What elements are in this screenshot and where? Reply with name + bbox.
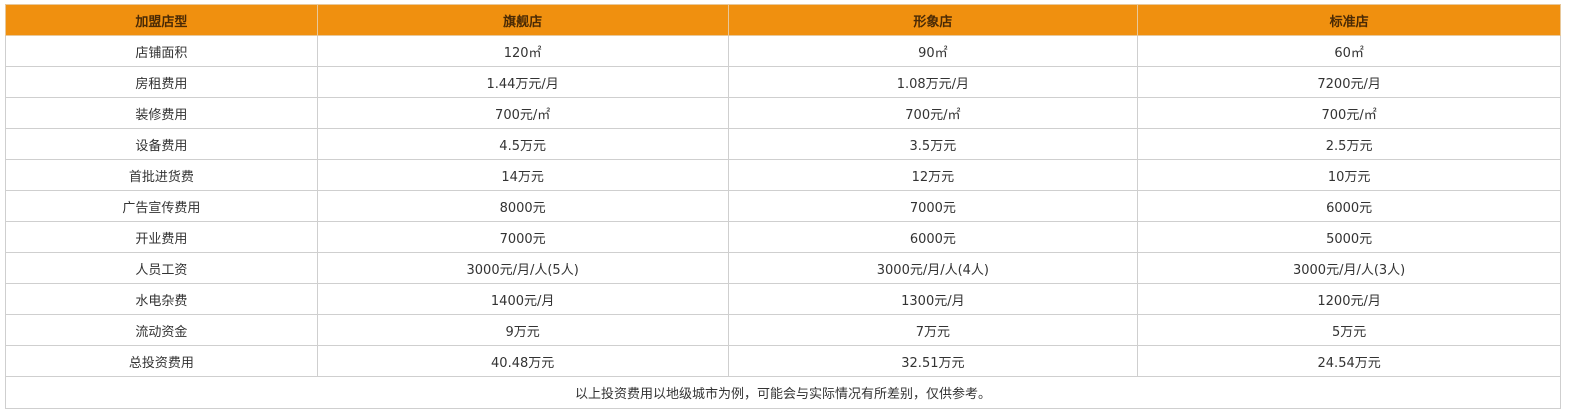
table-cell: 3.5万元 [727,128,1139,160]
table-cell: 9万元 [316,314,729,346]
table-cell: 40.48万元 [316,345,729,377]
table-cell: 14万元 [316,159,729,191]
row-label: 人员工资 [5,252,318,284]
table-cell: 60㎡ [1137,35,1561,67]
table-cell: 7000元 [316,221,729,253]
table-cell: 8000元 [316,190,729,222]
table-cell: 90㎡ [727,35,1139,67]
table-cell: 700元/㎡ [1137,97,1561,129]
table-cell: 3000元/月/人(3人) [1137,252,1561,284]
table-row: 总投资费用 40.48万元 32.51万元 24.54万元 [5,345,1561,377]
table-row: 设备费用 4.5万元 3.5万元 2.5万元 [5,128,1561,160]
row-label: 设备费用 [5,128,318,160]
table-cell: 5000元 [1137,221,1561,253]
table-row: 流动资金 9万元 7万元 5万元 [5,314,1561,346]
row-label: 流动资金 [5,314,318,346]
table-cell: 120㎡ [316,35,729,67]
row-label: 首批进货费 [5,159,318,191]
row-label: 房租费用 [5,66,318,98]
table-row: 房租费用 1.44万元/月 1.08万元/月 7200元/月 [5,66,1561,98]
footnote: 以上投资费用以地级城市为例，可能会与实际情况有所差别，仅供参考。 [5,376,1561,409]
table-cell: 5万元 [1137,314,1561,346]
table-cell: 1400元/月 [316,283,729,315]
column-header: 标准店 [1137,4,1561,36]
table-cell: 7万元 [727,314,1139,346]
row-label: 广告宣传费用 [5,190,318,222]
table-row: 广告宣传费用 8000元 7000元 6000元 [5,190,1561,222]
column-header: 形象店 [727,4,1139,36]
table-cell: 10万元 [1137,159,1561,191]
column-header: 旗舰店 [316,4,729,36]
table-row: 开业费用 7000元 6000元 5000元 [5,221,1561,253]
table-row: 装修费用 700元/㎡ 700元/㎡ 700元/㎡ [5,97,1561,129]
column-header: 加盟店型 [5,4,318,36]
table-cell: 3000元/月/人(4人) [727,252,1139,284]
note-row: 以上投资费用以地级城市为例，可能会与实际情况有所差别，仅供参考。 [5,376,1561,409]
table-cell: 700元/㎡ [316,97,729,129]
table-cell: 1300元/月 [727,283,1139,315]
table-cell: 1.08万元/月 [727,66,1139,98]
table-cell: 6000元 [727,221,1139,253]
table-cell: 1200元/月 [1137,283,1561,315]
row-label: 店铺面积 [5,35,318,67]
table-row: 水电杂费 1400元/月 1300元/月 1200元/月 [5,283,1561,315]
table-cell: 4.5万元 [316,128,729,160]
table-cell: 32.51万元 [727,345,1139,377]
table-cell: 7200元/月 [1137,66,1561,98]
table-row: 首批进货费 14万元 12万元 10万元 [5,159,1561,191]
table-cell: 24.54万元 [1137,345,1561,377]
row-label: 装修费用 [5,97,318,129]
table-cell: 2.5万元 [1137,128,1561,160]
table-row: 人员工资 3000元/月/人(5人) 3000元/月/人(4人) 3000元/月/人(… [5,252,1561,284]
table-cell: 700元/㎡ [727,97,1139,129]
row-label: 总投资费用 [5,345,318,377]
table-row: 店铺面积 120㎡ 90㎡ 60㎡ [5,35,1561,67]
franchise-cost-table: 加盟店型 旗舰店 形象店 标准店 店铺面积 120㎡ 90㎡ 60㎡ 房租费用 1.44万元/月… [5,4,1561,409]
row-label: 开业费用 [5,221,318,253]
table-cell: 7000元 [727,190,1139,222]
table-cell: 6000元 [1137,190,1561,222]
header-row: 加盟店型 旗舰店 形象店 标准店 [5,4,1561,36]
table-cell: 1.44万元/月 [316,66,729,98]
row-label: 水电杂费 [5,283,318,315]
table-cell: 12万元 [727,159,1139,191]
table-cell: 3000元/月/人(5人) [316,252,729,284]
